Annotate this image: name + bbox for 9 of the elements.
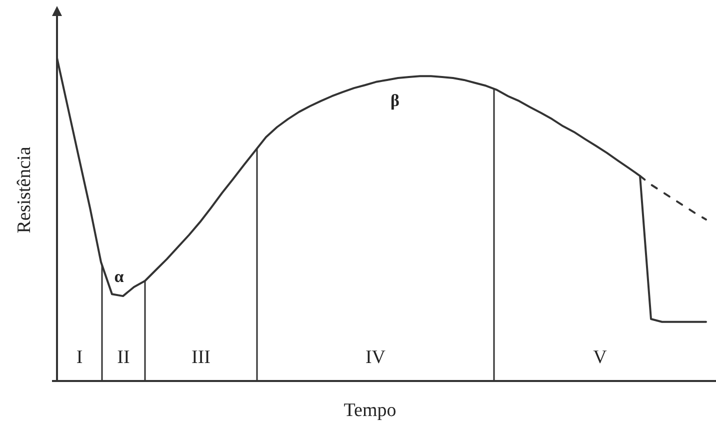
annotation: β: [390, 91, 400, 110]
annotation: III: [192, 347, 210, 368]
x-axis-title: Tempo: [344, 400, 396, 421]
annotation: α: [114, 267, 124, 286]
annotation: I: [76, 347, 83, 368]
annotation: IV: [365, 347, 386, 368]
y-axis-title: Resistência: [14, 146, 35, 234]
annotation: II: [117, 347, 130, 368]
annotation: V: [593, 347, 608, 368]
